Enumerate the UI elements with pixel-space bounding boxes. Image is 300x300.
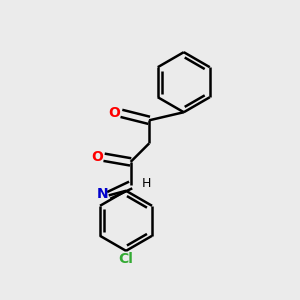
Text: Cl: Cl [118, 252, 134, 266]
Text: O: O [109, 106, 120, 120]
Text: O: O [91, 150, 103, 164]
Text: N: N [97, 187, 109, 201]
Text: H: H [142, 177, 152, 190]
